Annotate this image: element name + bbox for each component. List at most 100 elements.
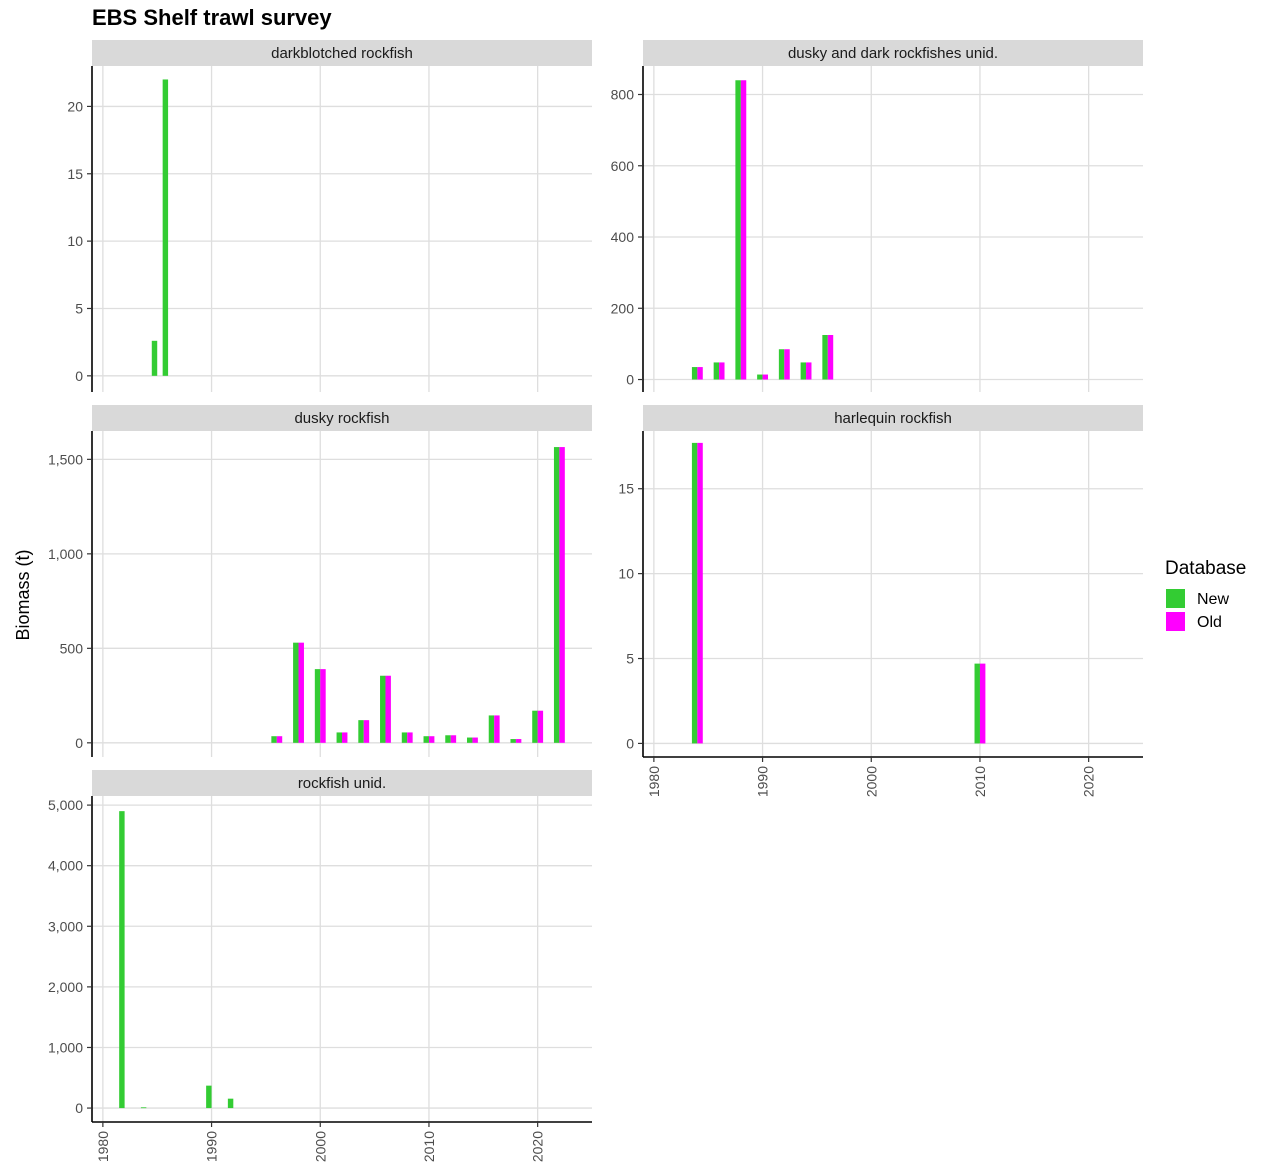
facet-strip (643, 40, 1143, 66)
facet-strip (92, 405, 592, 431)
y-tick-label: 15 (618, 481, 634, 497)
bar-new (735, 80, 741, 380)
y-tick-label: 10 (618, 566, 634, 582)
bar-old (979, 663, 986, 744)
facet-strip (643, 405, 1143, 431)
x-tick-label: 2020 (1081, 766, 1097, 797)
y-axis-label: Biomass (t) (13, 549, 33, 640)
y-tick-label: 3,000 (48, 918, 83, 934)
facet-strip-label: dusky rockfish (294, 410, 389, 427)
facet-strip (92, 770, 592, 796)
bar-new (974, 663, 980, 744)
x-tick-label: 1990 (755, 766, 771, 797)
y-tick-label: 800 (611, 87, 635, 103)
bar-old (697, 367, 703, 380)
y-tick-label: 1,000 (48, 1039, 83, 1055)
y-tick-label: 10 (67, 233, 83, 249)
legend-key-old (1166, 612, 1185, 631)
bar-new (293, 642, 299, 743)
bar-old (740, 80, 747, 380)
y-tick-label: 0 (626, 372, 634, 388)
bar-old (784, 349, 790, 380)
facet-panels: darkblotched rockfish 0 5 10 15 20 dusky and d… (48, 40, 1143, 1162)
bar-new (380, 675, 386, 743)
bar-old (320, 669, 326, 743)
y-tick-label: 400 (611, 229, 635, 245)
y-tick-label: 15 (67, 166, 83, 182)
facet-panel: dusky rockfish 0 500 1,000 1,500 (48, 405, 592, 757)
y-tick-label: 0 (75, 368, 83, 384)
bar-new (227, 1098, 234, 1109)
facet-panel: harlequin rockfish 0 5 10 15 1980 1990 2000 2010… (618, 405, 1143, 797)
bar-old (806, 362, 812, 380)
legend: Database New Old (1165, 558, 1246, 631)
y-tick-label: 0 (626, 735, 634, 751)
y-tick-label: 0 (75, 735, 83, 751)
bar-new (271, 736, 277, 743)
x-tick-label: 2010 (421, 1131, 437, 1162)
x-tick-label: 1980 (95, 1131, 111, 1162)
bar-new (206, 1085, 212, 1109)
bar-old (342, 732, 348, 743)
bar-new (488, 715, 495, 743)
bar-new (691, 442, 698, 744)
bar-new (757, 374, 763, 380)
bar-new (822, 334, 828, 380)
bar-new (119, 811, 125, 1109)
legend-label: Old (1197, 614, 1222, 631)
y-tick-label: 500 (60, 640, 84, 656)
chart-title: EBS Shelf trawl survey (92, 5, 332, 30)
bar-old (515, 739, 522, 743)
y-tick-label: 2,000 (48, 979, 83, 995)
bar-old (385, 675, 391, 743)
bar-old (719, 362, 725, 380)
bar-new (778, 349, 785, 380)
bar-new (532, 710, 538, 743)
bar-new (467, 737, 473, 743)
x-tick-label: 1980 (646, 766, 662, 797)
facet-panel: dusky and dark rockfishes unid. 0 200 400 60… (611, 40, 1143, 392)
bar-old (407, 732, 413, 743)
y-tick-label: 200 (611, 300, 635, 316)
y-tick-label: 0 (75, 1100, 83, 1116)
facet-panel: darkblotched rockfish 0 5 10 15 20 (67, 40, 592, 392)
legend-key-new (1166, 589, 1185, 608)
y-tick-label: 1,500 (48, 451, 83, 467)
y-tick-label: 5,000 (48, 797, 83, 813)
x-tick-label: 1990 (204, 1131, 220, 1162)
facet-strip-label: dusky and dark rockfishes unid. (788, 45, 998, 62)
facet-strip-label: darkblotched rockfish (271, 45, 413, 62)
bar-old (697, 442, 703, 744)
bar-old (428, 736, 435, 743)
bar-new (336, 732, 342, 743)
y-tick-label: 4,000 (48, 858, 83, 874)
x-tick-label: 2020 (530, 1131, 546, 1162)
bar-new (401, 732, 408, 743)
bar-old (363, 720, 370, 743)
facet-strip-label: harlequin rockfish (834, 410, 952, 427)
bar-new (713, 362, 720, 380)
x-tick-label: 2000 (863, 766, 879, 797)
bar-new (151, 340, 158, 376)
y-tick-label: 5 (75, 300, 83, 316)
bar-new (691, 367, 698, 380)
y-tick-label: 1,000 (48, 546, 83, 562)
bar-new (314, 669, 321, 743)
bar-old (827, 334, 834, 380)
legend-label: New (1197, 591, 1229, 608)
bar-new (800, 362, 807, 380)
facet-strip-label: rockfish unid. (298, 775, 386, 792)
x-tick-label: 2000 (312, 1131, 328, 1162)
bar-old (298, 642, 304, 743)
bar-old (450, 735, 457, 743)
bar-new (162, 79, 169, 376)
facet-panel: rockfish unid. 0 1,000 2,000 3,000 4,000 5,000… (48, 770, 592, 1162)
legend-title: Database (1165, 558, 1246, 579)
bar-new (510, 739, 516, 743)
x-tick-label: 2010 (972, 766, 988, 797)
y-tick-label: 20 (67, 98, 83, 114)
bar-old (276, 736, 283, 743)
bar-new (423, 736, 429, 743)
bar-old (762, 374, 768, 380)
